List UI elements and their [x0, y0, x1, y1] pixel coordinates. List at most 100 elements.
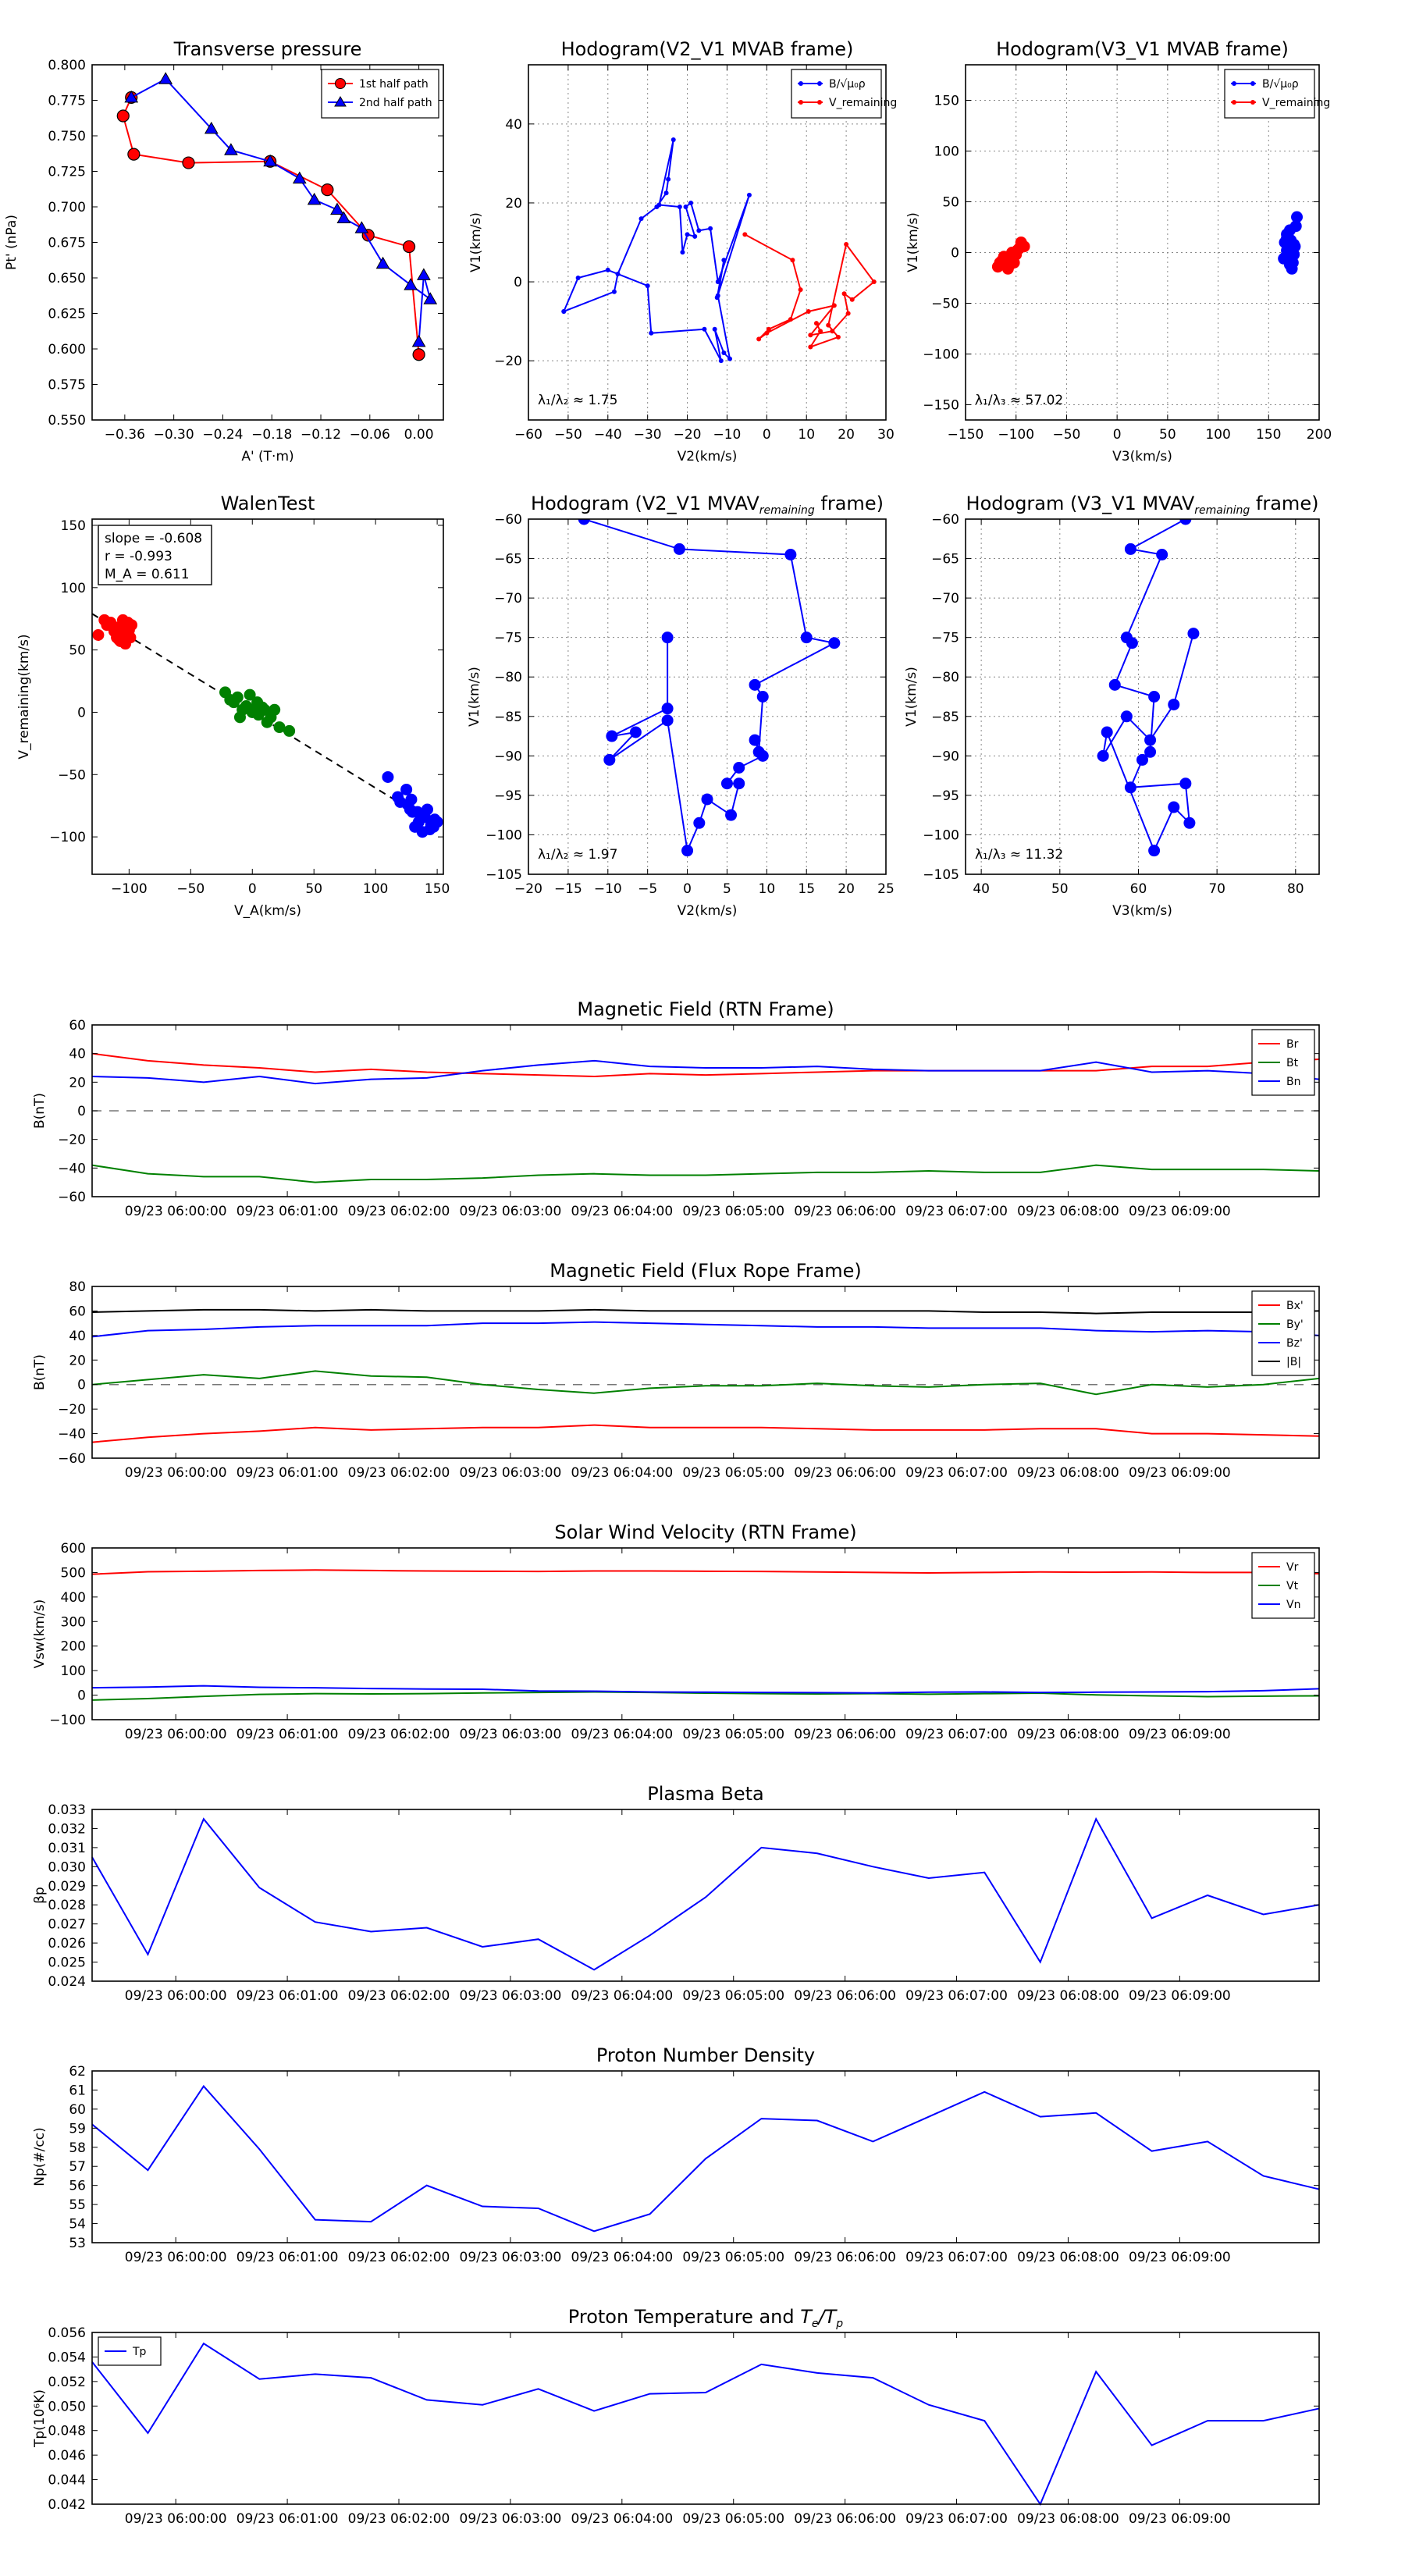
data-point — [244, 688, 256, 701]
x-tick-label: −100 — [111, 881, 148, 897]
data-point — [1183, 817, 1196, 829]
data-point — [269, 703, 281, 716]
data-point — [405, 793, 418, 806]
plot-frame — [91, 1809, 1320, 1982]
y-tick-label: −70 — [494, 591, 522, 607]
data-point — [263, 154, 278, 167]
time-tick-label: 09/23 06:00:00 — [125, 1988, 227, 2004]
time-tick-label: 09/23 06:07:00 — [905, 2511, 1008, 2527]
chart-panel-1: −60 −50 −40 −30 −20 −10 0 10 20 30 −20 0 20 40 Hodogra… — [468, 38, 897, 464]
x-tick-label: −10 — [713, 427, 741, 443]
data-point — [818, 329, 823, 334]
legend-label: Br — [1286, 1038, 1299, 1051]
data-point — [427, 820, 439, 833]
data-point — [120, 626, 133, 639]
time-tick-label: 09/23 06:01:00 — [237, 2511, 339, 2527]
y-axis-label: Np(#/cc) — [32, 2127, 48, 2186]
eigenvalue-ratio-label: λ₁/λ₂ ≈ 1.97 — [538, 847, 617, 863]
time-tick-label: 09/23 06:02:00 — [348, 1727, 450, 1742]
time-tick-label: 09/23 06:02:00 — [348, 1465, 450, 1481]
y-tick-label: −95 — [494, 788, 522, 804]
time-tick-label: 09/23 06:07:00 — [905, 2250, 1008, 2265]
data-point — [307, 192, 322, 205]
data-point — [116, 614, 129, 626]
legend-label: Bt — [1286, 1057, 1299, 1069]
timeseries-panel-1: −60 −40 −20 0 20 40 60 80 09/23 06:00:00 09/23 06… — [32, 1260, 1320, 1481]
x-tick-label: 150 — [1256, 427, 1281, 443]
y-tick-label: −95 — [931, 788, 959, 804]
y-axis-label: B(nT) — [32, 1093, 48, 1129]
y-tick-label: 0.052 — [48, 2375, 86, 2390]
y-axis-label: V1(km/s) — [905, 212, 921, 272]
y-tick-label: 0.048 — [48, 2424, 86, 2439]
data-point — [701, 793, 713, 806]
y-tick-label: −80 — [931, 670, 959, 685]
y-tick-label: 40 — [69, 1047, 86, 1062]
data-point — [1187, 628, 1200, 640]
x-tick-label: 25 — [877, 881, 895, 897]
y-tick-label: 100 — [61, 581, 86, 596]
data-point — [766, 326, 771, 332]
y-axis-label: V_remaining(km/s) — [16, 634, 32, 759]
data-point — [611, 289, 617, 294]
legend-label: |B| — [1286, 1356, 1301, 1368]
legend-box — [791, 69, 882, 119]
data-point — [1013, 242, 1026, 254]
y-tick-label: 0.750 — [48, 129, 86, 144]
y-tick-label: −20 — [494, 354, 522, 369]
time-tick-label: 09/23 06:04:00 — [571, 1727, 673, 1742]
data-point — [693, 817, 706, 829]
time-tick-label: 09/23 06:05:00 — [682, 1204, 784, 1219]
y-tick-label: 300 — [61, 1614, 86, 1630]
y-tick-label: 0.044 — [48, 2473, 86, 2489]
data-point — [1120, 710, 1133, 723]
chart-title: Hodogram (V3_V1 MVAVremaining frame) — [966, 493, 1319, 517]
timeseries-panel-2: −100 0 100 200 300 400 500 600 09/23 06:00:00 09/… — [32, 1521, 1320, 1742]
time-tick-label: 09/23 06:03:00 — [460, 2511, 562, 2527]
legend-label: 1st half path — [359, 78, 429, 91]
time-tick-label: 09/23 06:01:00 — [237, 1204, 339, 1219]
data-point — [708, 226, 713, 231]
plot-area — [116, 72, 438, 361]
y-tick-label: 0.625 — [48, 307, 86, 322]
y-tick-label: −65 — [494, 552, 522, 568]
time-tick-label: 09/23 06:06:00 — [794, 2511, 896, 2527]
data-point — [404, 278, 418, 290]
plot-frame — [91, 64, 444, 421]
time-tick-label: 09/23 06:08:00 — [1017, 1204, 1119, 1219]
y-tick-label: 0.800 — [48, 58, 86, 73]
data-point — [826, 322, 831, 328]
data-point — [1097, 749, 1109, 762]
x-axis-label: V2(km/s) — [678, 449, 738, 464]
legend-marker — [817, 81, 822, 86]
plot-frame — [91, 1286, 1320, 1459]
y-tick-label: 0.030 — [48, 1859, 86, 1875]
data-point — [417, 268, 431, 280]
time-tick-label: 09/23 06:06:00 — [794, 1988, 896, 2004]
y-tick-label: 60 — [69, 2102, 86, 2118]
data-point — [661, 632, 674, 644]
chart-title: Proton Number Density — [596, 2044, 815, 2066]
x-tick-label: −5 — [638, 881, 657, 897]
data-point — [670, 137, 676, 143]
y-tick-label: 58 — [69, 2140, 86, 2156]
time-tick-label: 09/23 06:04:00 — [571, 2250, 673, 2265]
data-point — [354, 221, 369, 233]
legend-marker — [1250, 81, 1255, 86]
time-tick-label: 09/23 06:08:00 — [1017, 2511, 1119, 2527]
x-axis-label: V_A(km/s) — [234, 903, 301, 919]
y-axis-label: V1(km/s) — [904, 667, 919, 727]
y-tick-label: 0.054 — [48, 2350, 86, 2365]
y-tick-label: 600 — [61, 1541, 86, 1557]
y-tick-label: −60 — [494, 512, 522, 528]
chart-title: Magnetic Field (RTN Frame) — [577, 998, 834, 1020]
data-point — [813, 321, 819, 326]
time-tick-label: 09/23 06:04:00 — [571, 2511, 673, 2527]
y-tick-label: −65 — [931, 552, 959, 568]
time-tick-label: 09/23 06:05:00 — [682, 1465, 784, 1481]
series-line-Vr — [91, 1569, 1320, 1575]
legend-box — [1251, 1290, 1315, 1376]
x-tick-label: 10 — [759, 881, 776, 897]
series-line-Bx — [91, 1424, 1320, 1443]
data-point — [715, 293, 720, 298]
